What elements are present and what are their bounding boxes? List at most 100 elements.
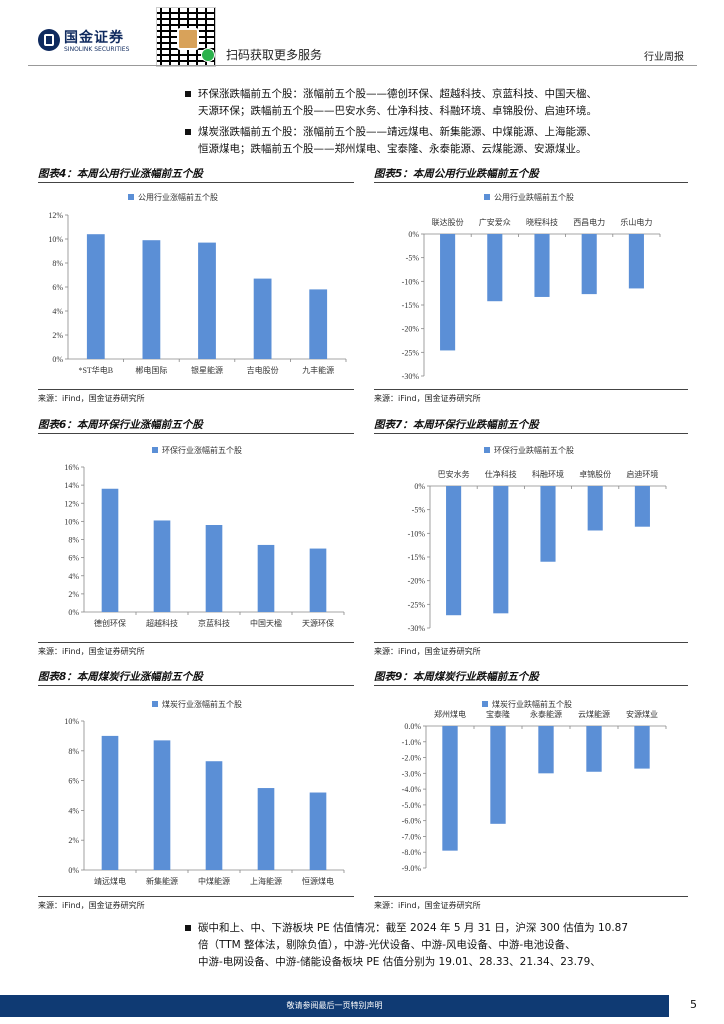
x-tick-label: 巴安水务 [438, 469, 470, 479]
figure-title-rule [38, 182, 354, 183]
figure-source-rule [38, 389, 354, 390]
legend-label: 环保行业涨幅前五个股 [162, 445, 242, 455]
y-tick-label: -4.0% [402, 785, 422, 794]
x-tick-label: 晓程科技 [526, 217, 558, 227]
y-tick-label: 6% [68, 777, 79, 786]
y-tick-label: -20% [402, 325, 420, 334]
bar [153, 520, 171, 612]
figure-source: 来源：iFind，国金证券研究所 [38, 647, 145, 656]
figure-source-rule [374, 642, 688, 643]
bullet-line: 煤炭涨跌幅前五个股：涨幅前五个股——靖远煤电、新集能源、中煤能源、上海能源、 [198, 126, 597, 138]
y-tick-label: -5% [412, 506, 426, 515]
figure-title-rule [374, 182, 688, 183]
bar [86, 234, 105, 359]
y-tick-label: 2% [68, 836, 79, 845]
figure-source: 来源：iFind，国金证券研究所 [374, 647, 481, 656]
y-tick-label: -1.0% [402, 738, 422, 747]
x-tick-label: 德创环保 [94, 618, 126, 628]
x-tick-label: 郴电国际 [135, 365, 167, 375]
wechat-badge-icon [201, 48, 215, 62]
figure-source: 来源：iFind，国金证券研究所 [374, 901, 481, 910]
legend-swatch [152, 447, 158, 453]
bar [490, 726, 506, 824]
y-tick-label: 0% [408, 230, 419, 239]
y-tick-label: 0% [68, 608, 79, 617]
y-tick-label: -10% [402, 277, 420, 286]
bar [257, 788, 275, 870]
x-tick-label: 西昌电力 [573, 217, 605, 227]
figure-title: 图表4：本周公用行业涨幅前五个股 [38, 168, 203, 180]
y-tick-label: -20% [408, 577, 426, 586]
figure-title: 图表6：本周环保行业涨幅前五个股 [38, 419, 203, 431]
scan-for-service-text: 扫码获取更多服务 [226, 48, 323, 62]
x-tick-label: 联达股份 [432, 217, 464, 227]
bar [440, 234, 456, 351]
y-tick-label: -10% [408, 529, 426, 538]
x-tick-label: 郑州煤电 [434, 709, 466, 719]
logo-english-name: SINOLINK SECURITIES [64, 46, 130, 53]
x-tick-label: *ST华电B [78, 365, 113, 375]
legend-label: 煤炭行业跌幅前五个股 [492, 699, 572, 709]
header-divider [28, 65, 697, 66]
qr-code-icon[interactable] [156, 7, 216, 67]
bar [634, 726, 650, 769]
y-tick-label: 0% [414, 482, 425, 491]
x-tick-label: 天源环保 [302, 618, 334, 628]
legend-label: 公用行业跌幅前五个股 [494, 192, 574, 202]
legend-label: 煤炭行业涨幅前五个股 [162, 699, 242, 709]
bullet-square-icon [185, 91, 191, 97]
y-tick-label: 6% [68, 554, 79, 563]
y-tick-label: -25% [408, 600, 426, 609]
chart-utility-losers: 公用行业跌幅前五个股 0% -5% -10% -15% -20% -25% -30% 联达股份 广… [402, 192, 661, 381]
bar [540, 486, 556, 562]
y-tick-label: -5% [406, 254, 420, 263]
bar [257, 544, 275, 612]
bar [634, 486, 650, 527]
figure-title-rule [38, 685, 354, 686]
figure-title: 图表8：本周煤炭行业涨幅前五个股 [38, 671, 203, 683]
footer-bar [0, 995, 669, 1017]
bullet-paragraph-coal: 煤炭涨跌幅前五个股：涨幅前五个股——靖远煤电、新集能源、中煤能源、上海能源、 恒… [185, 124, 698, 158]
bar [538, 726, 554, 774]
bar [205, 525, 223, 612]
y-tick-label: 8% [52, 259, 63, 268]
bullet-line: 中游-电网设备、中游-储能设备板块 PE 估值分别为 19.01、28.33、2… [198, 956, 601, 968]
x-tick-label: 上海能源 [250, 876, 282, 886]
bullet-square-icon [185, 129, 191, 135]
bar [153, 740, 171, 870]
y-tick-label: -9.0% [402, 864, 422, 873]
logo-mark-icon [38, 29, 60, 51]
y-tick-label: 12% [64, 499, 79, 508]
bar [628, 234, 644, 289]
bar [309, 289, 328, 359]
bar [487, 234, 503, 302]
y-tick-label: 6% [52, 283, 63, 292]
y-tick-label: 4% [68, 806, 79, 815]
y-tick-label: -25% [402, 348, 420, 357]
legend-swatch [484, 447, 490, 453]
y-tick-label: 12% [48, 211, 63, 220]
y-tick-label: -8.0% [402, 848, 422, 857]
y-tick-label: -30% [408, 624, 426, 633]
x-tick-label: 永泰能源 [530, 709, 562, 719]
figure-source-rule [374, 896, 688, 897]
company-logo: 国金证券 SINOLINK SECURITIES [38, 27, 134, 57]
legend-swatch [484, 194, 490, 200]
legend-label: 环保行业跌幅前五个股 [494, 445, 574, 455]
bar [493, 486, 509, 614]
page-number: 5 [690, 998, 697, 1011]
report-type-label: 行业周报 [644, 52, 684, 63]
footer-disclaimer: 敬请参阅最后一页特别声明 [286, 1001, 383, 1010]
figure-source: 来源：iFind，国金证券研究所 [374, 394, 481, 403]
y-tick-label: 0% [52, 355, 63, 364]
logo-chinese-name: 国金证券 [64, 30, 124, 46]
figure-title-rule [374, 685, 688, 686]
figure-source-rule [38, 896, 354, 897]
bullet-line: 恒源煤电；跌幅前五个股——郑州煤电、宝泰隆、永泰能源、云煤能源、安源煤业。 [198, 143, 587, 155]
y-tick-label: 2% [68, 590, 79, 599]
figure-source-rule [374, 389, 688, 390]
x-tick-label: 启迪环境 [626, 469, 658, 479]
y-tick-label: -2.0% [402, 754, 422, 763]
legend-swatch [482, 701, 488, 707]
x-tick-label: 靖远煤电 [94, 876, 126, 886]
